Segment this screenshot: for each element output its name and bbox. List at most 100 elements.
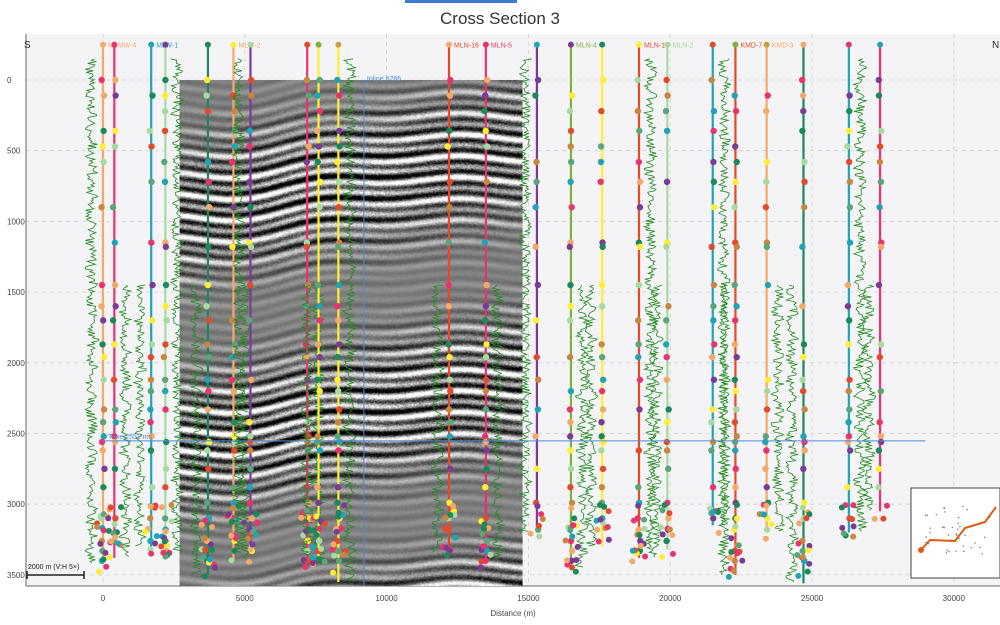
formation-top-marker[interactable] [564, 557, 571, 564]
formation-top-marker[interactable] [846, 447, 854, 454]
formation-top-marker[interactable] [840, 530, 847, 537]
formation-top-marker[interactable] [763, 158, 771, 166]
formation-top-marker[interactable] [329, 546, 336, 553]
formation-top-marker[interactable] [709, 484, 717, 491]
formation-top-marker[interactable] [160, 353, 168, 361]
formation-top-marker[interactable] [846, 92, 853, 99]
formation-top-marker[interactable] [447, 387, 454, 395]
formation-top-marker[interactable] [311, 527, 318, 534]
formation-top-marker[interactable] [876, 143, 884, 150]
formation-top-marker[interactable] [247, 433, 254, 440]
formation-top-marker[interactable] [567, 465, 575, 473]
formation-top-marker[interactable] [162, 387, 169, 395]
formation-top-marker[interactable] [572, 568, 579, 575]
formation-top-marker[interactable] [598, 303, 606, 310]
formation-top-marker[interactable] [708, 243, 715, 251]
formation-top-marker[interactable] [162, 303, 169, 310]
formation-top-marker[interactable] [316, 387, 323, 395]
formation-top-marker[interactable] [878, 127, 885, 135]
formation-top-marker[interactable] [315, 499, 322, 506]
well[interactable] [299, 41, 328, 568]
formation-top-marker[interactable] [763, 526, 771, 533]
formation-top-marker[interactable] [201, 573, 208, 580]
formation-top-marker[interactable] [147, 406, 154, 413]
formation-top-marker[interactable] [535, 376, 542, 383]
formation-top-marker[interactable] [880, 515, 887, 522]
formation-top-marker[interactable] [739, 557, 746, 564]
formation-top-marker[interactable] [107, 504, 114, 511]
formation-top-marker[interactable] [447, 76, 454, 84]
formation-top-marker[interactable] [568, 557, 575, 564]
formation-top-marker[interactable] [230, 499, 237, 506]
formation-top-marker[interactable] [158, 504, 165, 511]
formation-top-marker[interactable] [101, 465, 108, 473]
well[interactable]: MLMW-4 [84, 41, 136, 575]
formation-top-marker[interactable] [569, 92, 576, 99]
formation-top-marker[interactable] [599, 406, 607, 413]
formation-top-marker[interactable] [446, 353, 453, 361]
formation-top-marker[interactable] [533, 178, 540, 186]
formation-top-marker[interactable] [665, 303, 672, 310]
formation-top-marker[interactable] [147, 537, 154, 545]
formation-top-marker[interactable] [203, 76, 211, 84]
formation-top-marker[interactable] [231, 447, 238, 454]
well[interactable] [582, 41, 612, 547]
formation-top-marker[interactable] [635, 502, 642, 509]
formation-top-marker[interactable] [732, 484, 739, 491]
formation-top-marker[interactable] [111, 341, 118, 348]
formation-top-marker[interactable] [149, 281, 156, 289]
formation-top-marker[interactable] [662, 341, 670, 348]
formation-top-marker[interactable] [318, 545, 325, 552]
formation-top-marker[interactable] [709, 353, 716, 361]
formation-top-marker[interactable] [229, 243, 236, 251]
formation-top-marker[interactable] [310, 543, 317, 550]
formation-top-marker[interactable] [231, 107, 238, 115]
formation-top-marker[interactable] [483, 447, 490, 454]
formation-top-marker[interactable] [162, 406, 169, 413]
formation-top-marker[interactable] [799, 547, 806, 555]
formation-top-marker[interactable] [838, 504, 845, 511]
formation-top-marker[interactable] [566, 317, 574, 324]
formation-top-marker[interactable] [629, 558, 636, 565]
formation-top-marker[interactable] [204, 281, 212, 289]
formation-top-marker[interactable] [303, 76, 311, 84]
formation-top-marker[interactable] [334, 484, 342, 491]
formation-top-marker[interactable] [845, 433, 853, 440]
formation-top-marker[interactable] [567, 303, 574, 310]
formation-top-marker[interactable] [309, 560, 316, 567]
formation-top-marker[interactable] [763, 502, 770, 509]
formation-top-marker[interactable] [534, 503, 541, 510]
formation-top-marker[interactable] [147, 515, 154, 522]
formation-top-marker[interactable] [446, 376, 454, 383]
formation-top-marker[interactable] [225, 511, 232, 518]
formation-top-marker[interactable] [663, 376, 670, 383]
formation-top-marker[interactable] [799, 303, 806, 310]
formation-top-marker[interactable] [598, 433, 605, 440]
formation-top-marker[interactable] [533, 465, 541, 473]
formation-top-marker[interactable] [313, 513, 320, 520]
formation-top-marker[interactable] [799, 376, 806, 383]
formation-top-marker[interactable] [334, 158, 341, 166]
formation-top-marker[interactable] [598, 484, 606, 491]
formation-top-marker[interactable] [246, 317, 253, 324]
formation-top-marker[interactable] [228, 376, 236, 383]
well[interactable] [707, 41, 731, 536]
formation-top-marker[interactable] [202, 546, 209, 553]
formation-top-marker[interactable] [168, 518, 175, 525]
formation-top-marker[interactable] [598, 341, 605, 348]
formation-top-marker[interactable] [321, 520, 328, 527]
formation-top-marker[interactable] [204, 107, 212, 115]
formation-top-marker[interactable] [798, 76, 806, 84]
well[interactable] [189, 41, 218, 580]
formation-top-marker[interactable] [663, 438, 670, 446]
formation-top-marker[interactable] [636, 178, 644, 186]
formation-top-marker[interactable] [230, 387, 238, 395]
formation-top-marker[interactable] [875, 76, 883, 84]
formation-top-marker[interactable] [604, 524, 611, 531]
well[interactable] [105, 41, 134, 561]
formation-top-marker[interactable] [147, 503, 154, 510]
formation-top-marker[interactable] [483, 178, 490, 186]
formation-top-marker[interactable] [805, 547, 812, 554]
formation-top-marker[interactable] [573, 557, 580, 564]
